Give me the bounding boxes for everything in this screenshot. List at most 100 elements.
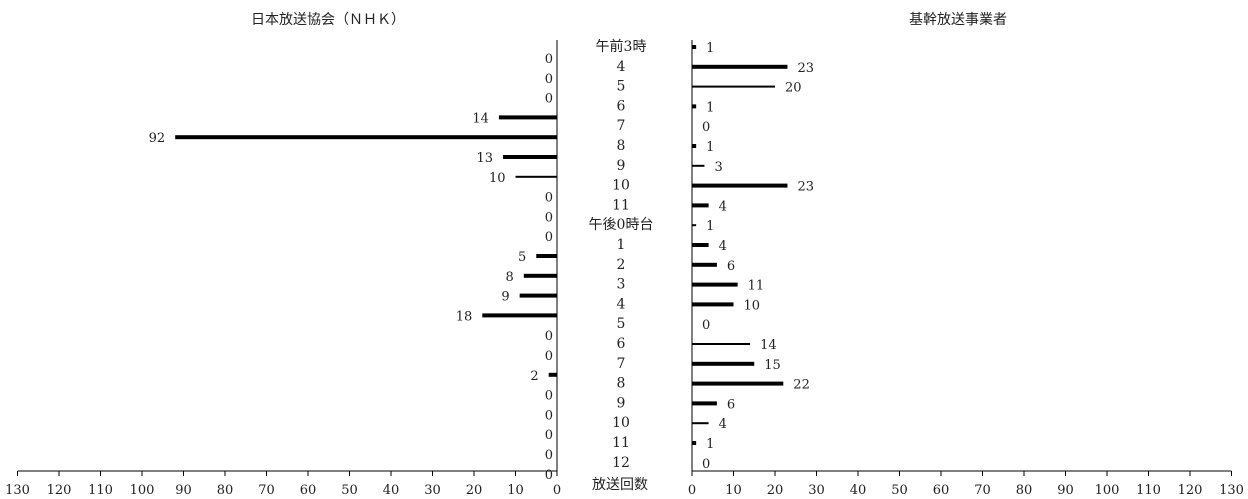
nhk-value-label: 14	[472, 111, 489, 126]
right-tick-label: 60	[933, 483, 950, 498]
commercial-bar	[692, 85, 775, 88]
category-label: 9	[617, 158, 626, 174]
commercial-value-label: 1	[706, 140, 714, 155]
left-tick-label: 70	[258, 483, 275, 498]
commercial-bar	[692, 282, 738, 287]
category-label: 9	[617, 395, 626, 411]
nhk-value-label: 8	[506, 270, 514, 285]
commercial-value-label: 6	[727, 259, 735, 274]
left-tick-label: 50	[341, 483, 358, 498]
commercial-bar	[692, 302, 734, 307]
commercial-bar	[692, 183, 788, 188]
nhk-value-label: 92	[149, 131, 166, 146]
commercial-value-label: 4	[719, 417, 727, 432]
left-tick-label: 10	[507, 483, 524, 498]
left-tick-label: 120	[47, 483, 72, 498]
nhk-value-label: 0	[545, 349, 553, 364]
category-label: 6	[617, 336, 626, 352]
nhk-value-label: 10	[489, 171, 506, 186]
commercial-value-label: 15	[764, 358, 781, 373]
nhk-bar	[175, 135, 557, 140]
commercial-value-label: 1	[706, 219, 714, 234]
category-label: 5	[617, 316, 626, 332]
category-label: 5	[617, 79, 626, 95]
nhk-value-label: 0	[545, 389, 553, 404]
commercial-bar	[692, 422, 709, 425]
nhk-bar	[515, 175, 557, 178]
nhk-value-label: 5	[518, 250, 526, 265]
category-label: 午前3時	[596, 38, 647, 55]
right-tick-label: 80	[1016, 483, 1033, 498]
right-tick-label: 20	[767, 483, 784, 498]
left-tick-label: 60	[300, 483, 317, 498]
commercial-value-label: 6	[727, 397, 735, 412]
commercial-value-label: 4	[719, 239, 727, 254]
category-label: 1	[617, 237, 626, 253]
commercial-value-label: 1	[706, 41, 714, 56]
nhk-value-label: 13	[477, 151, 494, 166]
left-tick-label: 30	[424, 483, 441, 498]
nhk-value-label: 2	[530, 369, 538, 384]
commercial-bar	[692, 401, 717, 406]
commercial-value-label: 22	[793, 378, 810, 393]
left-tick-label: 0	[553, 483, 561, 498]
commercial-bar	[692, 164, 705, 167]
nhk-value-label: 9	[501, 290, 509, 305]
left-tick-label: 130	[5, 483, 30, 498]
category-label: 10	[612, 415, 630, 431]
right-tick-label: 90	[1057, 483, 1074, 498]
left-tick-label: 80	[217, 483, 234, 498]
left-tick-label: 100	[130, 483, 155, 498]
right-tick-label: 120	[1178, 483, 1203, 498]
nhk-value-label: 0	[545, 191, 553, 206]
nhk-bar	[548, 372, 557, 377]
left-tick-label: 90	[175, 483, 192, 498]
nhk-bar	[519, 293, 557, 298]
commercial-bar	[692, 343, 751, 345]
nhk-value-label: 0	[545, 52, 553, 67]
commercial-bar	[692, 45, 697, 49]
nhk-bar	[503, 155, 557, 159]
category-label: 午後0時台	[589, 217, 654, 233]
commercial-bar	[692, 64, 788, 69]
nhk-value-label: 0	[545, 210, 553, 225]
nhk-value-label: 0	[545, 230, 553, 245]
left-tick-label: 20	[466, 483, 483, 498]
commercial-bar	[692, 262, 717, 267]
commercial-bar	[692, 243, 709, 247]
nhk-value-label: 0	[545, 428, 553, 443]
commercial-value-label: 14	[760, 338, 777, 353]
commercial-bar	[692, 144, 697, 148]
commercial-value-label: 0	[702, 318, 710, 333]
right-chart-title: 基幹放送事業者	[909, 11, 1007, 28]
nhk-value-label: 0	[545, 468, 553, 483]
category-label: 7	[617, 356, 626, 372]
commercial-value-label: 10	[744, 298, 761, 313]
right-tick-label: 100	[1095, 483, 1120, 498]
nhk-value-label: 0	[545, 92, 553, 107]
right-tick-label: 70	[974, 483, 991, 498]
nhk-bar	[523, 273, 557, 278]
category-label: 11	[612, 197, 630, 213]
commercial-value-label: 3	[714, 160, 722, 175]
right-tick-label: 30	[808, 483, 825, 498]
category-label: 12	[612, 455, 630, 471]
right-tick-label: 0	[688, 483, 696, 498]
category-label: 8	[617, 376, 626, 392]
commercial-value-label: 4	[719, 199, 727, 214]
right-tick-label: 50	[891, 483, 908, 498]
nhk-bar	[536, 254, 557, 258]
commercial-value-label: 0	[702, 120, 710, 135]
category-label: 7	[617, 118, 626, 134]
commercial-value-label: 1	[706, 100, 714, 115]
category-label: 6	[617, 98, 626, 114]
commercial-bar	[692, 224, 697, 227]
commercial-value-label: 23	[797, 61, 814, 76]
category-label: 4	[617, 59, 626, 75]
category-label: 10	[612, 178, 630, 194]
left-tick-label: 40	[383, 483, 400, 498]
